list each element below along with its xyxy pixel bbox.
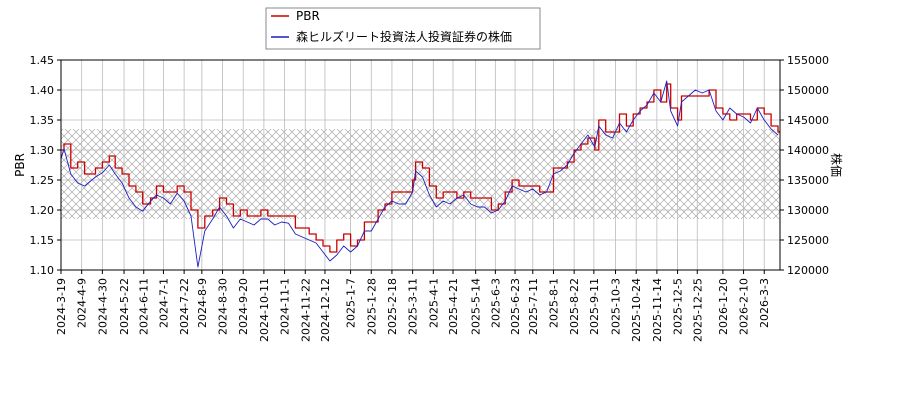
x-tick-label: 2025-12-25 (691, 278, 704, 342)
x-tick-label: 2025-4-21 (447, 278, 460, 335)
x-tick-label: 2024-11-22 (299, 278, 312, 342)
right-tick-label: 125000 (787, 234, 829, 247)
x-tick-label: 2025-8-22 (568, 278, 581, 335)
x-tick-label: 2024-11-1 (279, 278, 292, 335)
x-tick-label: 2025-1-7 (345, 278, 358, 328)
x-tick-label: 2024-10-11 (258, 278, 271, 342)
legend-label-stock-price: 森ヒルズリート投資法人投資証券の株価 (296, 29, 512, 44)
plot-frame (60, 59, 781, 271)
left-axis: 1.10 1.15 1.20 1.25 1.30 1.35 1.40 1.45 (30, 54, 61, 277)
legend-box (265, 7, 541, 50)
x-tick-label: 2025-4-1 (427, 278, 440, 328)
x-tick-label: 2024-8-9 (196, 278, 209, 328)
x-tick-label: 2026-2-10 (738, 278, 751, 335)
right-tick-label: 120000 (787, 264, 829, 277)
right-axis-label: 株価 (829, 153, 844, 177)
right-tick-label: 145000 (787, 114, 829, 127)
x-tick-label: 2024-7-22 (178, 278, 191, 335)
x-tick-label: 2024-9-20 (237, 278, 250, 335)
x-tick-label: 2025-6-3 (489, 278, 502, 328)
x-tick-label: 2026-1-20 (717, 278, 730, 335)
left-tick-label: 1.10 (30, 264, 55, 277)
x-tick-label: 2024-3-19 (55, 278, 68, 335)
x-tick-label: 2025-9-11 (588, 278, 601, 335)
x-axis: 2024-3-19 2024-4-9 2024-4-30 2024-5-22 2024-… (55, 270, 771, 342)
x-tick-label: 2024-12-12 (319, 278, 332, 342)
series-line-pbr (61, 83, 780, 253)
legend-label-pbr: PBR (296, 9, 320, 23)
x-tick-label: 2024-4-9 (76, 278, 89, 328)
right-axis: 120000 125000 130000 135000 140000 145000 1500… (780, 54, 829, 277)
left-tick-label: 1.20 (30, 204, 55, 217)
x-tick-label: 2025-3-11 (407, 278, 420, 335)
left-tick-label: 1.45 (30, 54, 55, 67)
right-tick-label: 150000 (787, 84, 829, 97)
left-tick-label: 1.15 (30, 234, 55, 247)
x-tick-label: 2025-11-14 (651, 278, 664, 342)
left-tick-label: 1.35 (30, 114, 55, 127)
left-axis-label: PBR (13, 153, 27, 177)
left-tick-label: 1.30 (30, 144, 55, 157)
x-tick-label: 2024-7-1 (157, 278, 170, 328)
series-line-stock-price (61, 80, 779, 268)
x-tick-label: 2025-10-3 (610, 278, 623, 335)
x-tick-label: 2025-1-28 (365, 278, 378, 335)
right-tick-label: 140000 (787, 144, 829, 157)
x-tick-label: 2024-6-11 (138, 278, 151, 335)
right-tick-label: 130000 (787, 204, 829, 217)
x-tick-label: 2025-6-23 (509, 278, 522, 335)
series-layer (61, 80, 780, 268)
x-tick-label: 2025-7-11 (527, 278, 540, 335)
x-tick-label: 2025-2-18 (386, 278, 399, 335)
hatched-band (61, 129, 780, 219)
x-tick-label: 2024-5-22 (118, 278, 131, 335)
x-tick-label: 2025-8-1 (547, 278, 560, 328)
x-tick-label: 2025-12-5 (672, 278, 685, 335)
x-tick-label: 2026-3-3 (758, 278, 771, 328)
right-tick-label: 135000 (787, 174, 829, 187)
x-tick-label: 2024-4-30 (96, 278, 109, 335)
left-tick-label: 1.40 (30, 84, 55, 97)
x-tick-label: 2025-10-24 (630, 278, 643, 342)
legend: PBR 森ヒルズリート投資法人投資証券の株価 (265, 7, 541, 50)
x-tick-label: 2024-8-30 (217, 278, 230, 335)
right-tick-label: 155000 (787, 54, 829, 67)
left-tick-label: 1.25 (30, 174, 55, 187)
x-tick-label: 2025-5-14 (470, 278, 483, 335)
